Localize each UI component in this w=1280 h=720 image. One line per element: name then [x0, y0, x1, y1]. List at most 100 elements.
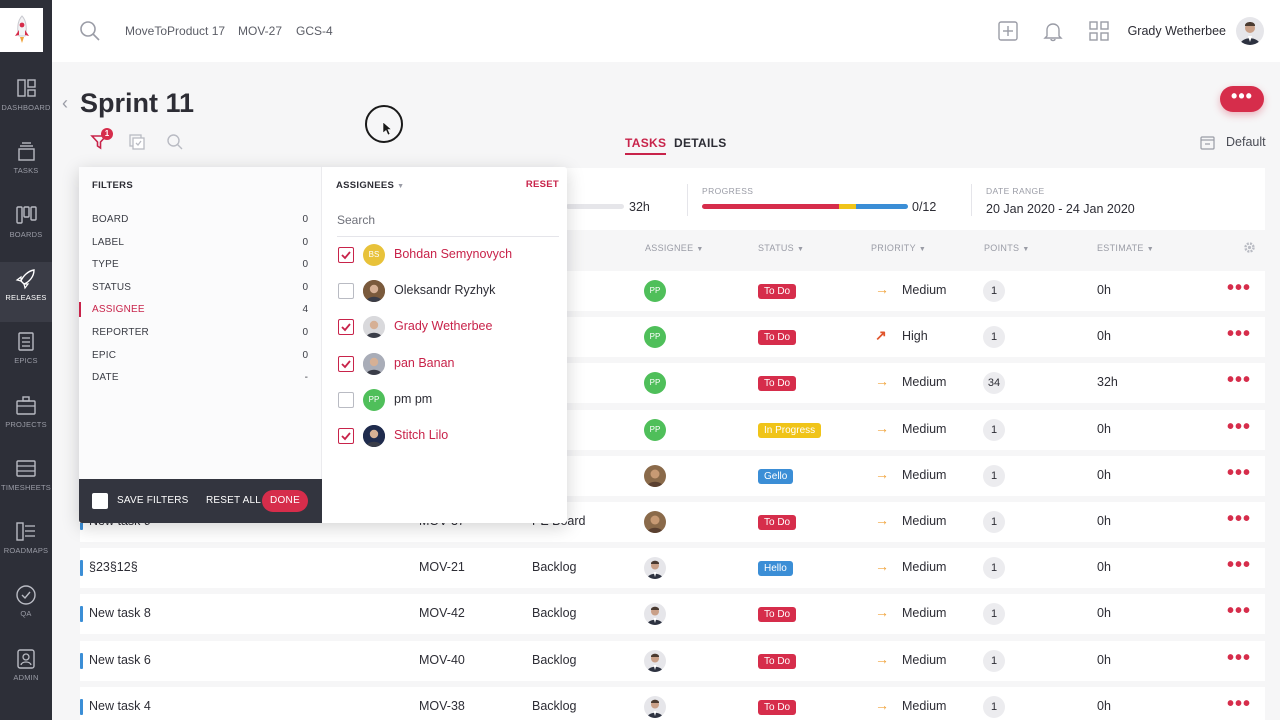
- nav-item-timesheets[interactable]: TIMESHEETS: [0, 452, 52, 512]
- row-more-button[interactable]: •••: [1227, 692, 1252, 715]
- priority-label[interactable]: Medium: [902, 421, 947, 436]
- apps-grid-icon[interactable]: [1088, 20, 1110, 42]
- priority-label[interactable]: Medium: [902, 698, 947, 713]
- nav-item-projects[interactable]: PROJECTS: [0, 389, 52, 449]
- filter-item-label[interactable]: LABEL 0: [79, 233, 322, 253]
- user-avatar[interactable]: [1236, 17, 1264, 45]
- assignee-checkbox[interactable]: [338, 319, 354, 336]
- bell-icon[interactable]: [1042, 20, 1064, 42]
- filter-item-reporter[interactable]: REPORTER 0: [79, 323, 322, 343]
- task-name[interactable]: §23§12§: [89, 560, 138, 575]
- reset-all-button[interactable]: RESET ALL: [206, 495, 261, 506]
- bulk-select-icon[interactable]: [128, 133, 146, 151]
- status-badge[interactable]: To Do: [758, 515, 797, 530]
- add-icon[interactable]: [997, 20, 1019, 42]
- save-filters-checkbox[interactable]: [92, 493, 108, 509]
- status-badge[interactable]: To Do: [758, 376, 797, 392]
- status-badge[interactable]: To Do: [758, 699, 797, 715]
- status-badge[interactable]: To Do: [758, 284, 797, 299]
- column-assignee[interactable]: ASSIGNEE ▼: [645, 243, 704, 253]
- task-key[interactable]: MOV-21: [419, 560, 465, 575]
- nav-item-admin[interactable]: ADMIN: [0, 642, 52, 702]
- filter-item-assignee[interactable]: ASSIGNEE 4: [79, 300, 322, 320]
- column-priority[interactable]: PRIORITY ▼: [871, 243, 927, 253]
- story-points[interactable]: 1: [983, 511, 1005, 533]
- status-badge[interactable]: In Progress: [758, 422, 822, 438]
- task-name[interactable]: New task 4: [89, 698, 151, 713]
- story-points[interactable]: 34: [983, 372, 1005, 395]
- column-status[interactable]: STATUS ▼: [758, 243, 805, 253]
- status-badge[interactable]: To Do: [758, 607, 797, 623]
- nav-item-releases[interactable]: RELEASES: [0, 261, 52, 322]
- table-row[interactable]: New task 6 MOV-40 Backlog To Do → Medium 1 0h ••…: [80, 640, 1265, 681]
- estimate-value[interactable]: 0h: [1097, 606, 1111, 621]
- breadcrumb-item[interactable]: MoveToProduct 17: [125, 24, 226, 38]
- estimate-value[interactable]: 0h: [1097, 514, 1111, 528]
- assignee-checkbox[interactable]: [338, 428, 354, 444]
- assignee-checkbox[interactable]: [338, 391, 354, 408]
- column-points[interactable]: POINTS ▼: [984, 243, 1030, 253]
- assignee-option[interactable]: pan Banan: [323, 350, 567, 378]
- row-more-button[interactable]: •••: [1227, 323, 1252, 346]
- search-icon[interactable]: [79, 20, 101, 42]
- filter-item-type[interactable]: TYPE 0: [79, 255, 322, 275]
- row-more-button[interactable]: •••: [1227, 508, 1252, 530]
- status-badge[interactable]: Gello: [758, 468, 794, 484]
- nav-item-epics[interactable]: EPICS: [0, 325, 52, 385]
- assignee-option[interactable]: Stitch Lilo: [323, 422, 567, 450]
- table-row[interactable]: §23§12§ MOV-21 Backlog Hello → Medium 1 0h •••: [80, 548, 1265, 589]
- story-points[interactable]: 1: [983, 280, 1005, 302]
- priority-label[interactable]: Medium: [902, 283, 947, 297]
- page-more-button[interactable]: •••: [1220, 86, 1264, 112]
- row-more-button[interactable]: •••: [1227, 600, 1252, 623]
- estimate-value[interactable]: 0h: [1097, 329, 1111, 344]
- filter-item-board[interactable]: BOARD 0: [79, 210, 322, 230]
- done-button[interactable]: DONE: [262, 490, 308, 512]
- estimate-value[interactable]: 0h: [1097, 652, 1111, 667]
- assignee-option[interactable]: PP pm pm: [323, 386, 567, 414]
- priority-label[interactable]: Medium: [902, 514, 947, 528]
- nav-item-tasks[interactable]: TASKS: [0, 135, 52, 195]
- filter-item-status[interactable]: STATUS 0: [79, 278, 322, 298]
- assignee-checkbox[interactable]: [338, 355, 354, 372]
- view-selector[interactable]: Default: [1200, 135, 1266, 150]
- priority-label[interactable]: Medium: [902, 606, 947, 621]
- save-filters-label[interactable]: SAVE FILTERS: [117, 495, 189, 506]
- estimate-value[interactable]: 0h: [1097, 560, 1111, 575]
- reset-assignees-button[interactable]: RESET: [525, 179, 559, 190]
- row-more-button[interactable]: •••: [1227, 554, 1252, 577]
- story-points[interactable]: 1: [983, 557, 1005, 580]
- tab-tasks[interactable]: TASKS: [625, 136, 667, 155]
- assignee-option[interactable]: Oleksandr Ryzhyk: [323, 277, 567, 305]
- story-points[interactable]: 1: [983, 464, 1005, 487]
- filter-item-date[interactable]: DATE -: [79, 368, 322, 388]
- task-key[interactable]: MOV-38: [419, 698, 465, 713]
- story-points[interactable]: 1: [983, 603, 1005, 626]
- assignee-option[interactable]: BS Bohdan Semynovych: [323, 241, 567, 269]
- estimate-value[interactable]: 0h: [1097, 698, 1111, 713]
- status-badge[interactable]: To Do: [758, 653, 797, 669]
- back-chevron-icon[interactable]: ‹: [62, 93, 68, 113]
- user-name[interactable]: Grady Wetherbee: [1127, 24, 1226, 38]
- assignee-checkbox[interactable]: [338, 283, 354, 300]
- nav-item-qa[interactable]: QA: [0, 578, 52, 638]
- row-more-button[interactable]: •••: [1227, 461, 1252, 484]
- priority-label[interactable]: Medium: [902, 652, 947, 667]
- assignee-checkbox[interactable]: [338, 247, 354, 263]
- story-points[interactable]: 1: [983, 326, 1005, 349]
- row-more-button[interactable]: •••: [1227, 369, 1252, 392]
- nav-item-dashboard[interactable]: DASHBOARD: [0, 72, 52, 132]
- tab-details[interactable]: DETAILS: [674, 136, 727, 150]
- row-more-button[interactable]: •••: [1227, 646, 1252, 669]
- breadcrumb-item[interactable]: MOV-27: [238, 24, 283, 38]
- priority-label[interactable]: High: [902, 329, 928, 344]
- task-key[interactable]: MOV-42: [419, 606, 465, 621]
- status-badge[interactable]: To Do: [758, 330, 797, 346]
- row-more-button[interactable]: •••: [1227, 415, 1252, 438]
- story-points[interactable]: 1: [983, 418, 1005, 441]
- assignee-option[interactable]: Grady Wetherbee: [323, 313, 567, 341]
- priority-label[interactable]: Medium: [902, 375, 947, 390]
- breadcrumb-item[interactable]: GCS-4: [296, 24, 333, 38]
- estimate-value[interactable]: 0h: [1097, 467, 1111, 482]
- priority-label[interactable]: Medium: [902, 560, 947, 575]
